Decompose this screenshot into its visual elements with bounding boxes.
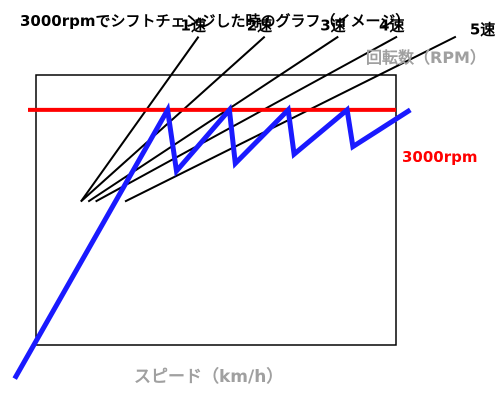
gear-label-5: 5速 (470, 21, 495, 39)
gear-label-3: 3速 (320, 17, 345, 35)
gear-labels: 1速 2速 3速 4速 5速 (181, 17, 496, 39)
rpm-3000-label: 3000rpm (402, 148, 478, 166)
gear-line-1 (80, 36, 200, 203)
gear-line-2 (80, 35, 266, 203)
x-axis-label: スピード（km/h） (134, 366, 283, 387)
chart-title: 3000rpmでシフトチェンジした時のグラフ（イメージ） (20, 12, 410, 30)
y-axis-label: 回転数（RPM） (366, 48, 486, 67)
gear-lines (80, 35, 457, 203)
plot-area-frame (35, 74, 397, 346)
gear-label-2: 2速 (247, 17, 272, 35)
gear-label-4: 4速 (379, 17, 404, 35)
gear-label-1: 1速 (181, 17, 206, 35)
gear-line-4 (95, 35, 398, 203)
gear-line-3 (87, 35, 339, 203)
shift-rpm-path (12, 102, 412, 380)
